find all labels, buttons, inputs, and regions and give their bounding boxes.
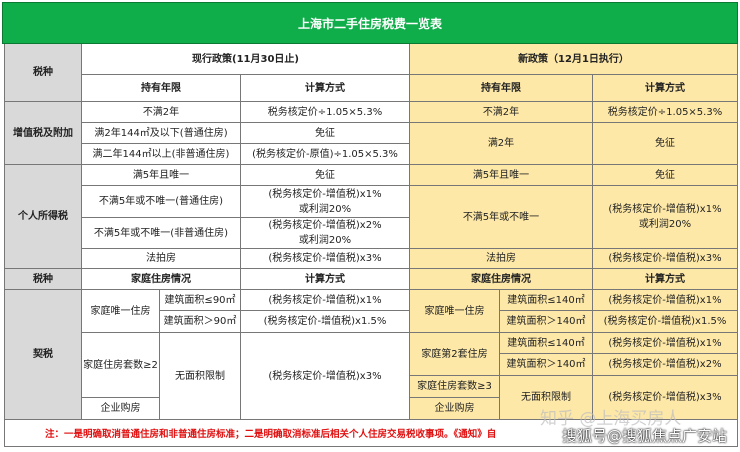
vat-old-calc: 免征 (241, 123, 410, 144)
deed-new-calc2-gt: (税务核定价-增值税)x2% (593, 354, 738, 376)
vat-old-calc: (税务核定价-原值)÷1.05×5.3% (241, 144, 410, 165)
vat-old-holding: 不满2年 (82, 102, 241, 123)
deed-new-no-limit: 无面积限制 (500, 376, 593, 420)
vat-new-holding: 满2年 (410, 123, 593, 165)
deed-old-only-home: 家庭唯一住房 (82, 290, 160, 333)
old-calc-header-2: 计算方式 (241, 269, 410, 290)
old-policy-header: 现行政策(11月30日止) (82, 44, 410, 75)
iit-new-holding: 满5年且唯一 (410, 165, 593, 186)
old-calc-header: 计算方式 (241, 75, 410, 102)
old-family-header: 家庭住房情况 (82, 269, 241, 290)
footnote: 注：一是明确取消普通住房和非普通住房标准；二是明确取消标准后相关个人住房交易税收… (4, 420, 738, 447)
deed-new-area2-gt: 建筑面积＞140㎡ (500, 354, 593, 376)
deed-new-company: 企业购房 (410, 398, 500, 420)
deed-new-calc-multi: (税务核定价-增值税)x3% (593, 376, 738, 420)
vat-old-holding: 满二年144㎡以上(非普通住房) (82, 144, 241, 165)
deed-new-calc-gt: (税务核定价-增值税)x1.5% (593, 311, 738, 333)
tax-type-header-2: 税种 (4, 269, 82, 290)
deed-old-calc-multi: (税务核定价-增值税)x3% (241, 333, 410, 420)
iit-new-holding: 不满5年或不唯一 (410, 186, 593, 249)
iit-old-holding: 不满5年或不唯一(普通住房) (82, 186, 241, 218)
iit-new-calc: (税务核定价-增值税)x3% (593, 249, 738, 269)
iit-old-holding: 不满5年或不唯一(非普通住房) (82, 218, 241, 249)
deed-new-only-home: 家庭唯一住房 (410, 290, 500, 333)
vat-old-holding: 满2年144㎡及以下(普通住房) (82, 123, 241, 144)
new-family-header: 家庭住房情况 (410, 269, 593, 290)
new-holding-header: 持有年限 (410, 75, 593, 102)
iit-old-holding: 法拍房 (82, 249, 241, 269)
deed-old-company: 企业购房 (82, 398, 160, 420)
deed-label: 契税 (4, 290, 82, 420)
iit-old-holding: 满5年且唯一 (82, 165, 241, 186)
iit-old-calc: 免征 (241, 165, 410, 186)
iit-old-calc: (税务核定价-增值税)x3% (241, 249, 410, 269)
iit-new-calc: 免征 (593, 165, 738, 186)
tax-type-header: 税种 (4, 44, 82, 102)
new-calc-header: 计算方式 (593, 75, 738, 102)
vat-new-holding: 不满2年 (410, 102, 593, 123)
vat-old-calc: 税务核定价÷1.05×5.3% (241, 102, 410, 123)
deed-new-area2-le: 建筑面积≤140㎡ (500, 333, 593, 354)
deed-new-calc-le: (税务核定价-增值税)x1% (593, 290, 738, 311)
deed-old-calc-le: (税务核定价-增值税)x1% (241, 290, 410, 311)
vat-new-calc: 免征 (593, 123, 738, 165)
deed-new-second: 家庭第2套住房 (410, 333, 500, 376)
new-calc-header-2: 计算方式 (593, 269, 738, 290)
old-holding-header: 持有年限 (82, 75, 241, 102)
deed-new-area-le: 建筑面积≤140㎡ (500, 290, 593, 311)
deed-new-multi: 家庭住房套数≥3 (410, 376, 500, 398)
deed-new-area-gt: 建筑面积＞140㎡ (500, 311, 593, 333)
deed-old-no-limit: 无面积限制 (160, 333, 241, 420)
deed-new-calc2-le: (税务核定价-增值税)x1% (593, 333, 738, 354)
iit-label: 个人所得税 (4, 165, 82, 269)
table-title: 上海市二手住房税费一览表 (2, 2, 738, 44)
new-policy-header: 新政策（12月1日执行） (410, 44, 738, 75)
vat-label: 增值税及附加 (4, 102, 82, 165)
deed-old-area-gt: 建筑面积＞90㎡ (160, 311, 241, 333)
deed-old-calc-gt: (税务核定价-增值税)x1.5% (241, 311, 410, 333)
deed-old-multi: 家庭住房套数≥2 (82, 333, 160, 398)
sohu-watermark: 搜狐号@搜狐焦点广安站 (562, 427, 728, 445)
iit-new-holding: 法拍房 (410, 249, 593, 269)
deed-old-area-le: 建筑面积≤90㎡ (160, 290, 241, 311)
iit-new-calc: (税务核定价-增值税)x1% 或利润20% (593, 186, 738, 249)
iit-old-calc: (税务核定价-增值税)x2% 或利润20% (241, 218, 410, 249)
vat-new-calc: 税务核定价÷1.05×5.3% (593, 102, 738, 123)
zhihu-watermark: 知乎 @上海买房人 (540, 409, 682, 429)
iit-old-calc: (税务核定价-增值税)x1% 或利润20% (241, 186, 410, 218)
